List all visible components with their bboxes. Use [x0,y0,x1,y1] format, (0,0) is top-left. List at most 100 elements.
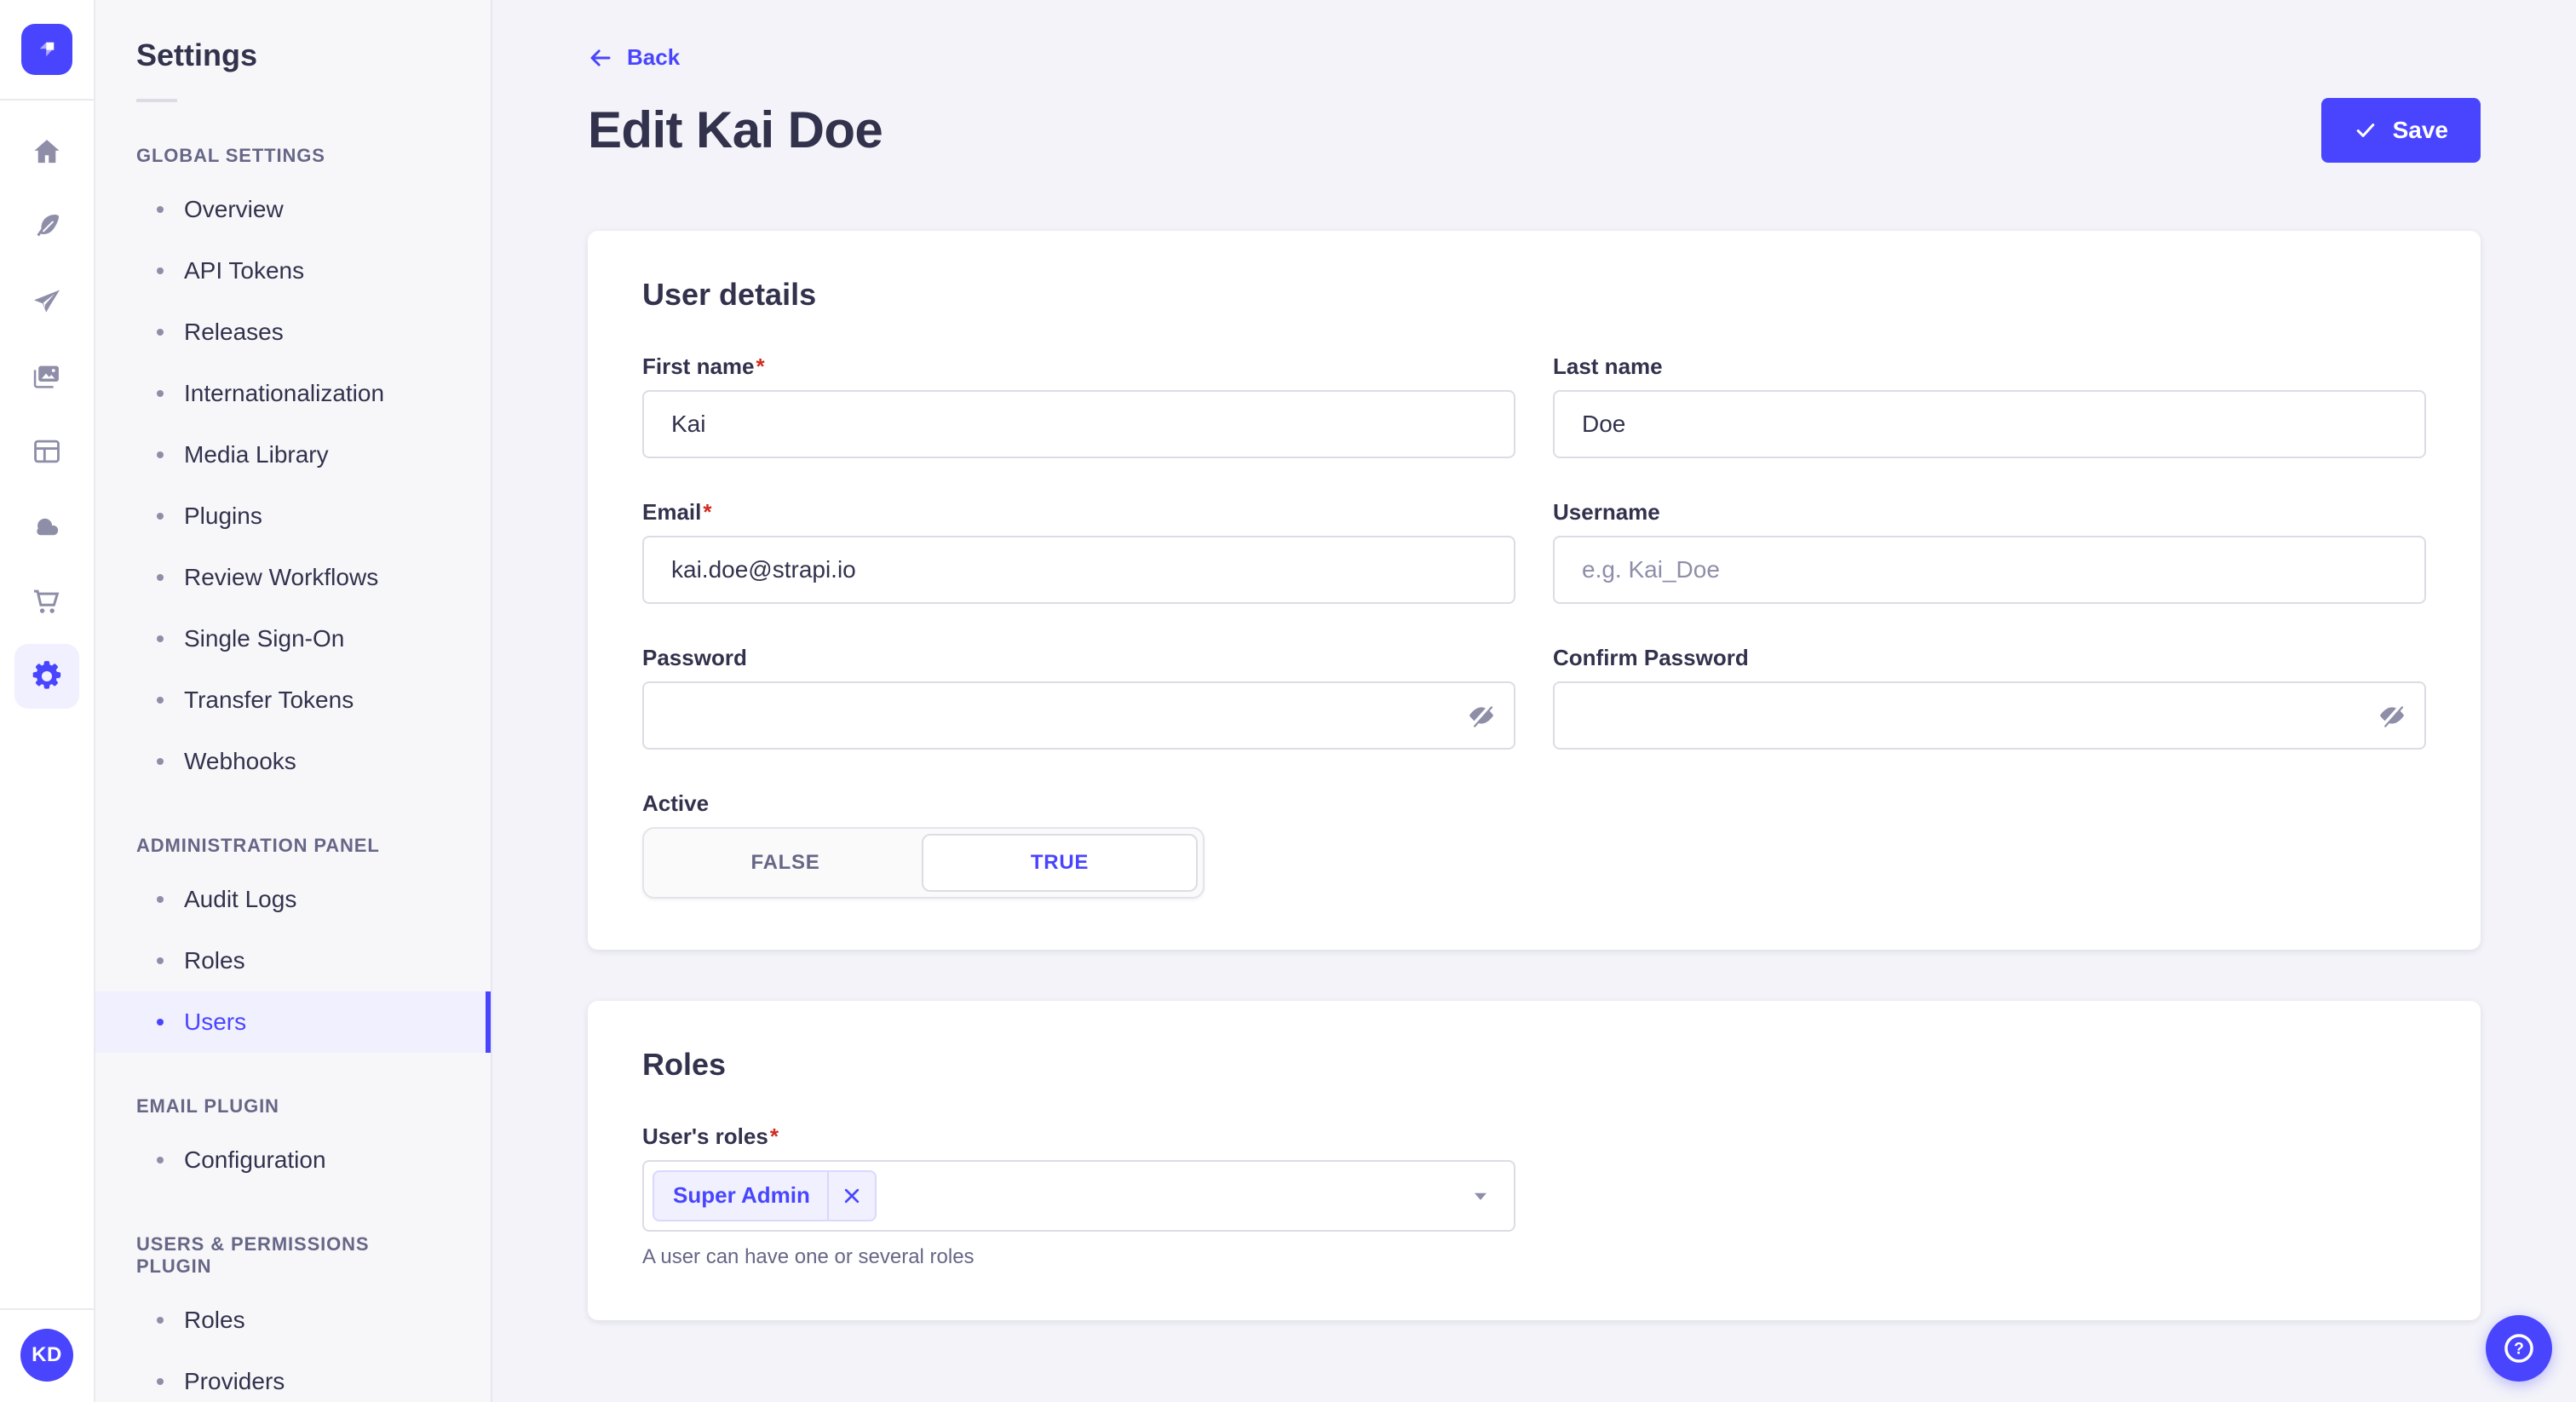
sidebar-title-divider [136,99,177,102]
page-title: Edit Kai Doe [588,101,883,158]
confirm-password-field-group: Confirm Password [1553,645,2426,750]
first-name-input[interactable] [642,389,1515,458]
rail-icon-list [14,109,79,709]
content-manager-feather-icon[interactable] [14,194,79,259]
svg-text:?: ? [2514,1341,2524,1359]
role-tag-label: Super Admin [673,1182,810,1208]
bullet-dot [157,390,164,397]
save-button[interactable]: Save [2320,97,2481,163]
bullet-dot [157,896,164,903]
roles-hint: A user can have one or several roles [642,1244,975,1268]
settings-sidebar: Settings GLOBAL SETTINGS Overview API To… [95,0,492,1402]
sidebar-item-label: Roles [184,1307,245,1333]
section-label: ADMINISTRATION PANEL [136,835,380,856]
settings-gear-icon[interactable] [14,644,79,709]
required-mark: * [703,498,712,525]
password-input[interactable] [642,681,1515,750]
sidebar-item-internationalization[interactable]: Internationalization [95,363,491,424]
cloud-icon[interactable] [14,494,79,559]
toggle-confirm-password-visibility-button[interactable] [2365,688,2419,743]
close-icon [844,1188,860,1203]
home-icon[interactable] [14,119,79,184]
media-library-images-icon[interactable] [14,344,79,409]
active-toggle: FALSE TRUE [642,826,1205,899]
strapi-logo[interactable] [21,24,72,75]
strapi-logo-icon [39,42,55,57]
last-name-input[interactable] [1553,389,2426,458]
bullet-dot [157,1378,164,1385]
check-icon [2356,123,2374,137]
sidebar-item-audit-logs[interactable]: Audit Logs [95,869,491,930]
back-label: Back [627,44,681,70]
sidebar-item-label: Providers [184,1368,285,1394]
username-input[interactable] [1553,535,2426,604]
page-header: Edit Kai Doe Save [588,97,2481,163]
roles-title: Roles [642,1046,727,1082]
rail-divider [0,99,94,101]
user-roles-select[interactable]: Super Admin [642,1159,1515,1232]
section-label: USERS & PERMISSIONS PLUGIN [136,1233,370,1277]
sidebar-item-providers[interactable]: Providers [95,1351,491,1402]
save-label: Save [2392,116,2448,143]
sidebar-title: Settings [136,37,258,72]
sidebar-item-label: Audit Logs [184,886,297,912]
user-details-form: First name* Last name Email* [642,353,2426,750]
bullet-dot [157,329,164,336]
main-content: Back Edit Kai Doe Save User details Firs… [492,0,2576,1402]
sidebar-item-single-sign-on[interactable]: Single Sign-On [95,608,491,669]
sidebar-section-users-permissions-plugin: USERS & PERMISSIONS PLUGIN Roles Provide… [95,1233,491,1402]
sidebar-item-api-tokens[interactable]: API Tokens [95,240,491,302]
confirm-password-label: Confirm Password [1553,644,1749,670]
confirm-password-input[interactable] [1553,681,2426,750]
required-mark: * [769,1123,779,1149]
active-toggle-true[interactable]: TRUE [922,833,1198,892]
sidebar-item-users[interactable]: Users [95,991,491,1053]
toggle-password-visibility-button[interactable] [1454,688,1509,743]
first-name-label: First name * [642,353,765,379]
sidebar-section-email-plugin: EMAIL PLUGIN Configuration [95,1095,491,1191]
sidebar-section-global-settings: GLOBAL SETTINGS Overview API Tokens Rele… [95,145,491,792]
rail-bottom: KD [0,1308,94,1402]
rail-bottom-divider [0,1308,94,1310]
marketplace-cart-icon[interactable] [14,569,79,634]
active-label: Active [642,790,710,816]
sidebar-item-label: Configuration [184,1146,326,1173]
chevron-down-icon [1469,1185,1492,1207]
paper-plane-icon[interactable] [14,269,79,334]
role-tag-super-admin: Super Admin [653,1169,877,1221]
bullet-dot [157,513,164,520]
password-field-group: Password [642,645,1515,750]
help-button[interactable]: ? [2486,1315,2552,1382]
username-field-group: Username [1553,499,2426,604]
layout-panel-icon[interactable] [14,419,79,484]
eye-off-icon [1469,704,1494,727]
sidebar-item-overview[interactable]: Overview [95,179,491,240]
sidebar-item-label: Overview [184,196,284,222]
sidebar-item-media-library[interactable]: Media Library [95,424,491,486]
sidebar-item-plugins[interactable]: Plugins [95,486,491,547]
sidebar-item-releases[interactable]: Releases [95,302,491,363]
active-toggle-false[interactable]: FALSE [649,834,922,892]
bullet-dot [157,957,164,964]
user-roles-label: User's roles * [642,1123,779,1149]
required-mark: * [756,353,765,379]
sidebar-item-up-roles[interactable]: Roles [95,1290,491,1351]
sidebar-item-webhooks[interactable]: Webhooks [95,731,491,792]
email-label: Email * [642,498,712,525]
bullet-dot [157,574,164,581]
last-name-field-group: Last name [1553,353,2426,458]
bullet-dot [157,1019,164,1026]
first-name-field-group: First name * [642,353,1515,458]
sidebar-item-label: Single Sign-On [184,625,345,652]
sidebar-item-configuration[interactable]: Configuration [95,1129,491,1191]
sidebar-item-transfer-tokens[interactable]: Transfer Tokens [95,669,491,731]
sidebar-item-admin-roles[interactable]: Roles [95,930,491,991]
back-link[interactable]: Back [588,44,680,71]
remove-role-button[interactable] [826,1171,875,1220]
user-avatar[interactable]: KD [20,1329,73,1382]
password-label: Password [642,644,747,670]
email-input[interactable] [642,535,1515,604]
sidebar-item-review-workflows[interactable]: Review Workflows [95,547,491,608]
active-field-group: Active FALSE TRUE [642,790,2426,899]
bullet-dot [157,267,164,274]
